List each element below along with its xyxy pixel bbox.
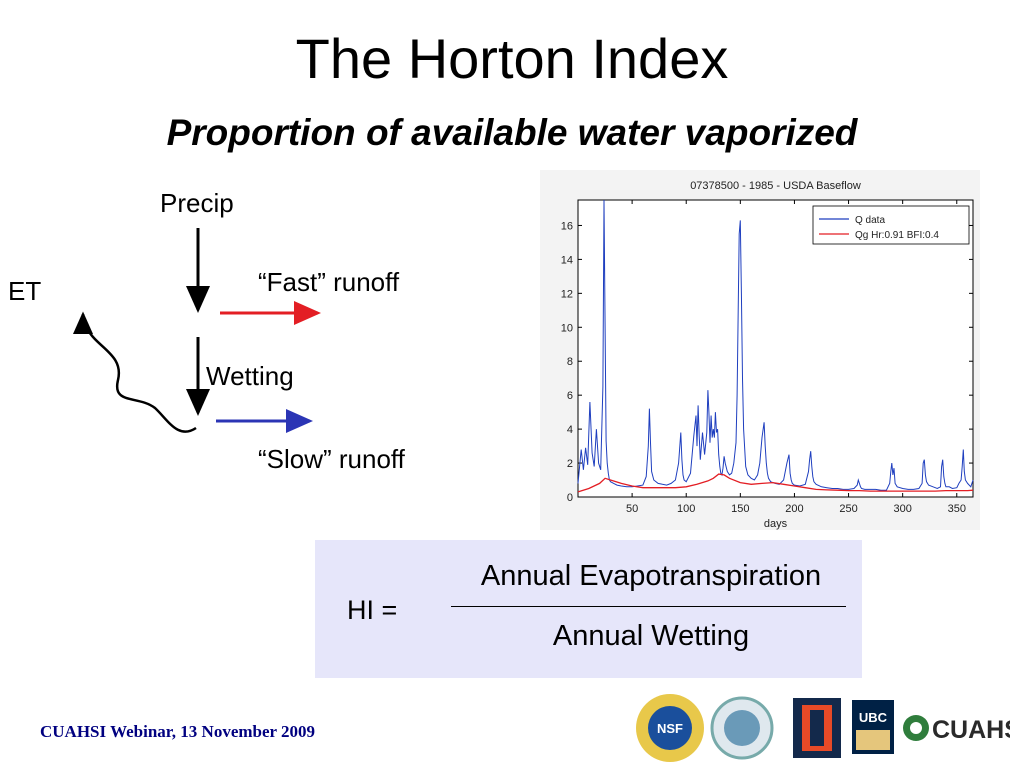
y-tick-label: 10 [561,322,573,334]
fraction-bar [451,606,846,607]
y-tick-label: 0 [567,492,573,504]
et-wavy-arrow [73,311,197,433]
svg-text:UBC: UBC [859,710,888,725]
slow-runoff-label: “Slow” runoff [258,444,405,474]
legend-box [812,205,970,245]
x-tick-label: 300 [893,503,911,515]
y-tick-label: 4 [567,424,573,436]
formula-denominator: Annual Wetting [552,620,750,652]
svg-text:NSF: NSF [657,721,683,736]
runoff-diagram [73,228,321,433]
et-label: ET [8,276,42,306]
series-line-1 [577,199,974,491]
y-tick-label: 16 [561,220,573,232]
wetting-label: Wetting [206,361,294,391]
sponsor-logos: NSF UBC CUAHSI [636,694,1010,762]
precip-label: Precip [160,188,234,218]
x-tick-label: 150 [731,503,749,515]
illinois-logo [793,698,841,758]
slide-title: The Horton Index [295,27,729,90]
x-tick-label: 200 [785,503,803,515]
y-tick-label: 12 [561,288,573,300]
predictability-symposium-logo [710,696,774,760]
plot-area [577,199,974,498]
x-axis-label: days [764,518,788,530]
chart-title: 07378500 - 1985 - USDA Baseflow [690,180,861,192]
y-tick-label: 14 [561,254,573,266]
cuahsi-logo: CUAHSI [903,715,1010,744]
fast-runoff-label: “Fast” runoff [258,267,400,297]
baseflow-chart: 07378500 - 1985 - USDA Baseflow 50 100 150 2… [540,170,980,530]
slide-subtitle: Proportion of available water vaporized [166,112,858,153]
legend-entry-2: Qg Hr:0.91 BFI:0.4 [855,230,939,241]
y-tick-label: 8 [567,356,573,368]
x-tick-label: 250 [839,503,857,515]
series-line-2 [577,473,974,493]
formula-box: HI = Annual Evapotranspiration Annual We… [315,540,862,678]
formula-numerator: Annual Evapotranspiration [480,560,822,592]
x-tick-label: 350 [948,503,966,515]
formula-lhs: HI = [347,595,398,625]
nsf-logo: NSF [636,694,704,762]
legend-entry-1: Q data [855,215,885,226]
footer-text: CUAHSI Webinar, 13 November 2009 [40,722,316,741]
y-tick-label: 2 [567,458,573,470]
svg-text:CUAHSI: CUAHSI [932,716,1010,744]
ubc-logo: UBC [852,700,894,754]
x-tick-label: 50 [626,503,638,515]
x-tick-label: 100 [677,503,695,515]
y-tick-label: 6 [567,390,573,402]
